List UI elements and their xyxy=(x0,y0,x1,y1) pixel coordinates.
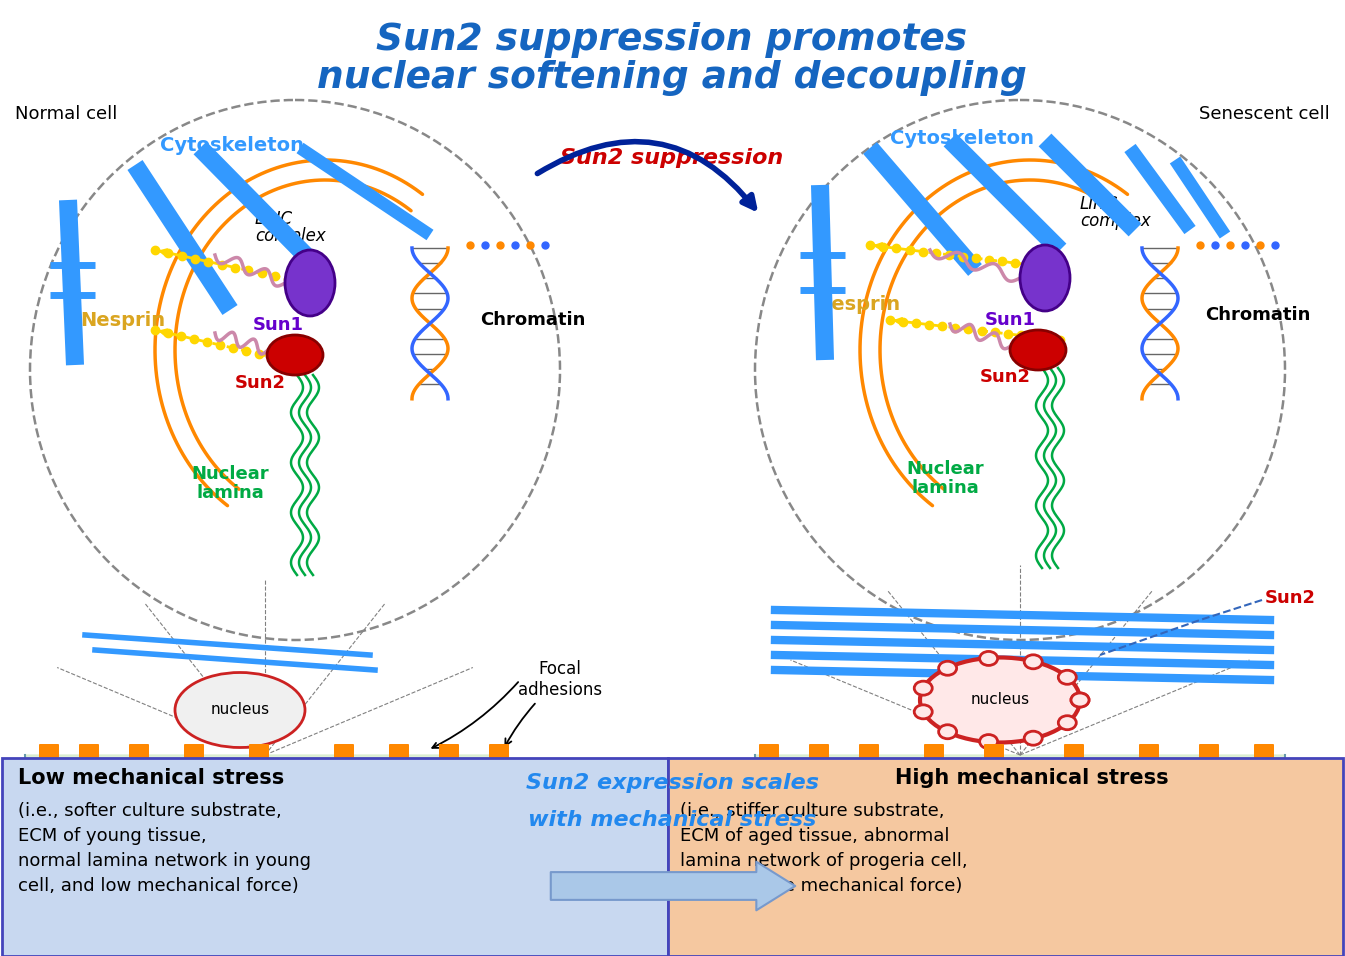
Text: Senescent cell: Senescent cell xyxy=(1200,105,1330,123)
Ellipse shape xyxy=(915,705,932,719)
Text: Cytoskeleton: Cytoskeleton xyxy=(160,136,304,155)
Ellipse shape xyxy=(915,682,932,695)
FancyBboxPatch shape xyxy=(389,744,409,764)
Ellipse shape xyxy=(1071,693,1089,707)
FancyArrowPatch shape xyxy=(538,141,755,208)
FancyBboxPatch shape xyxy=(184,744,204,764)
FancyBboxPatch shape xyxy=(859,744,880,764)
Text: Cytoskeleton: Cytoskeleton xyxy=(890,129,1034,148)
Text: nucleus: nucleus xyxy=(971,692,1029,707)
Text: Sun1: Sun1 xyxy=(253,316,304,334)
Text: LINC
complex: LINC complex xyxy=(1080,195,1151,229)
Text: Normal cell: Normal cell xyxy=(15,105,117,123)
Ellipse shape xyxy=(1010,330,1067,370)
FancyBboxPatch shape xyxy=(490,744,508,764)
Text: Chromatin: Chromatin xyxy=(480,311,585,329)
Ellipse shape xyxy=(1025,731,1042,746)
FancyBboxPatch shape xyxy=(1254,744,1274,764)
Text: Nesprin: Nesprin xyxy=(79,311,165,330)
Text: Nuclear
lamina: Nuclear lamina xyxy=(907,460,983,497)
Text: Chromatin: Chromatin xyxy=(1205,306,1310,324)
FancyBboxPatch shape xyxy=(1,758,668,956)
Ellipse shape xyxy=(939,662,956,675)
FancyBboxPatch shape xyxy=(668,758,1344,956)
Text: Sun2: Sun2 xyxy=(979,368,1030,386)
FancyBboxPatch shape xyxy=(334,744,354,764)
FancyBboxPatch shape xyxy=(39,744,59,764)
FancyBboxPatch shape xyxy=(438,744,459,764)
FancyBboxPatch shape xyxy=(808,744,829,764)
Ellipse shape xyxy=(175,672,305,748)
Ellipse shape xyxy=(268,335,323,375)
Ellipse shape xyxy=(1025,655,1042,669)
FancyBboxPatch shape xyxy=(249,744,269,764)
FancyBboxPatch shape xyxy=(1139,744,1159,764)
FancyBboxPatch shape xyxy=(129,744,149,764)
Text: LINC
complex: LINC complex xyxy=(256,210,325,245)
Polygon shape xyxy=(26,755,504,930)
Text: nuclear softening and decoupling: nuclear softening and decoupling xyxy=(317,60,1028,96)
Text: Sun2 suppression promotes: Sun2 suppression promotes xyxy=(377,22,967,58)
Ellipse shape xyxy=(979,651,998,665)
FancyBboxPatch shape xyxy=(924,744,944,764)
Ellipse shape xyxy=(1020,245,1071,311)
Text: Sun2: Sun2 xyxy=(234,374,285,392)
FancyBboxPatch shape xyxy=(1198,744,1219,764)
Text: (i.e., softer culture substrate,
ECM of young tissue,
normal lamina network in y: (i.e., softer culture substrate, ECM of … xyxy=(17,802,311,895)
Text: Sun2 suppression: Sun2 suppression xyxy=(561,148,784,168)
Text: Low mechanical stress: Low mechanical stress xyxy=(17,768,284,788)
FancyBboxPatch shape xyxy=(985,744,1003,764)
Ellipse shape xyxy=(285,250,335,316)
Ellipse shape xyxy=(1071,693,1089,707)
Text: with mechanical stress: with mechanical stress xyxy=(527,810,816,830)
Text: Sun2 expression scales: Sun2 expression scales xyxy=(526,773,819,793)
Text: Nesprin: Nesprin xyxy=(815,295,900,315)
Ellipse shape xyxy=(939,725,956,739)
Ellipse shape xyxy=(1059,670,1076,684)
FancyBboxPatch shape xyxy=(759,744,779,764)
Text: Sun2: Sun2 xyxy=(1266,589,1315,607)
Ellipse shape xyxy=(1059,716,1076,729)
Ellipse shape xyxy=(920,658,1080,743)
FancyArrowPatch shape xyxy=(551,861,795,910)
Text: Focal
adhesions: Focal adhesions xyxy=(506,660,603,746)
Ellipse shape xyxy=(979,734,998,749)
Polygon shape xyxy=(755,755,1284,945)
Text: Nuclear
lamina: Nuclear lamina xyxy=(191,465,269,503)
Text: Sun1: Sun1 xyxy=(985,311,1036,329)
Text: nucleus: nucleus xyxy=(210,703,269,718)
FancyBboxPatch shape xyxy=(1064,744,1084,764)
Text: (i.e., stiffer culture substrate,
ECM of aged tissue, abnormal
lamina network of: (i.e., stiffer culture substrate, ECM of… xyxy=(681,802,967,895)
FancyBboxPatch shape xyxy=(79,744,100,764)
Text: High mechanical stress: High mechanical stress xyxy=(894,768,1169,788)
